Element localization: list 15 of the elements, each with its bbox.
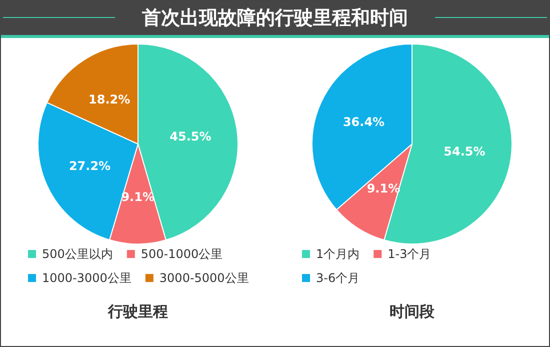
data-label: 18.2%: [88, 92, 130, 106]
text: 时间段: [390, 302, 436, 320]
chart-title: 首次出现故障的行驶里程和时间: [142, 6, 408, 31]
legend-label: 500-1000公里: [140, 247, 223, 261]
legend-label: 3000-5000公里: [159, 271, 249, 285]
legend-label: 1个月内: [316, 247, 360, 261]
data-label: 36.4%: [342, 115, 385, 130]
legend-label: 1-3个月: [388, 247, 432, 261]
data-label: 45.5%: [170, 130, 212, 144]
text: 行驶里程: [107, 302, 168, 320]
legend-label: 1000-3000公里: [42, 271, 132, 285]
legend-label: 500公里以内: [42, 247, 113, 261]
data-label: 27.2%: [68, 158, 111, 173]
legend-label: 3-6个月: [316, 271, 360, 285]
data-label: 54.5%: [444, 144, 486, 158]
